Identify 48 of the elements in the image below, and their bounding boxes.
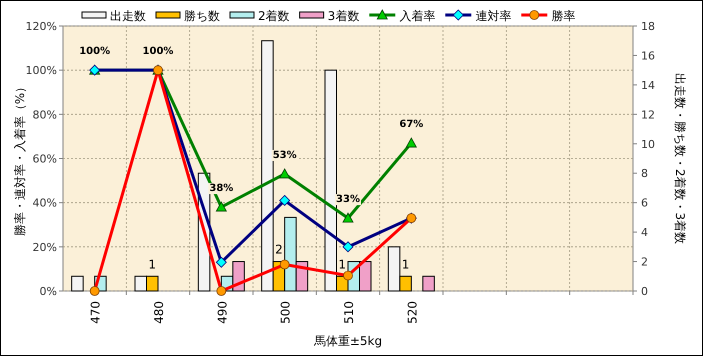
- legend-label: 連対率: [475, 9, 512, 23]
- y-tick-label: 100%: [26, 64, 57, 78]
- x-tick-label: 500: [278, 301, 293, 324]
- bar: [71, 276, 84, 292]
- y-tick-label: 40%: [32, 196, 57, 210]
- x-tick-label: 490: [215, 301, 230, 324]
- legend-label: 勝率: [551, 9, 576, 23]
- y2-tick-label: 18: [641, 20, 655, 33]
- data-label: 38%: [209, 183, 234, 194]
- y2-tick-label: 6: [641, 196, 648, 210]
- y2-tick-label: 2: [641, 256, 648, 269]
- data-label: 1: [402, 257, 410, 272]
- x-tick-label: 480: [152, 301, 166, 324]
- data-label: 100%: [79, 46, 110, 58]
- y-tick-label: 0%: [40, 285, 57, 298]
- legend-label: 勝ち数: [184, 9, 220, 23]
- legend-label: 3着数: [328, 9, 360, 23]
- x-tick-label: 470: [88, 301, 103, 324]
- y-tick-label: 120%: [26, 20, 57, 33]
- point: [216, 256, 227, 268]
- data-label: 2: [275, 242, 283, 257]
- point: [342, 241, 354, 252]
- data-label: 1: [338, 257, 346, 272]
- y2-tick-label: 16: [641, 49, 655, 62]
- x-tick-label: 520: [405, 301, 420, 324]
- y2-tick-label: 12: [641, 108, 655, 122]
- y-tick-label: 60%: [32, 152, 57, 166]
- data-label: 33%: [336, 194, 360, 206]
- bar: [422, 276, 435, 292]
- y2-axis-title: 出走数・勝ち数・2着数・3着数: [673, 72, 687, 244]
- x-tick-label: 510: [342, 301, 356, 324]
- point: [279, 195, 290, 206]
- y2-tick-label: 0: [641, 285, 648, 298]
- y-axis-title: 勝率・連対率・入着率（%）: [13, 80, 27, 236]
- legend-label: 出走数: [110, 9, 146, 23]
- data-label: 67%: [399, 119, 424, 130]
- data-label: 1: [148, 257, 156, 272]
- legend-label: 2着数: [258, 9, 290, 23]
- y2-tick-label: 4: [641, 226, 648, 240]
- y2-tick-label: 8: [641, 167, 648, 180]
- y2-tick-label: 14: [641, 78, 655, 92]
- x-axis-title: 馬体重±5kg: [312, 334, 382, 348]
- data-label: 100%: [142, 46, 174, 58]
- data-label: 53%: [272, 150, 297, 161]
- y-tick-label: 80%: [32, 108, 57, 122]
- y2-tick-label: 10: [641, 138, 655, 151]
- y-tick-label: 20%: [32, 240, 57, 254]
- legend-label: 入着率: [399, 9, 436, 23]
